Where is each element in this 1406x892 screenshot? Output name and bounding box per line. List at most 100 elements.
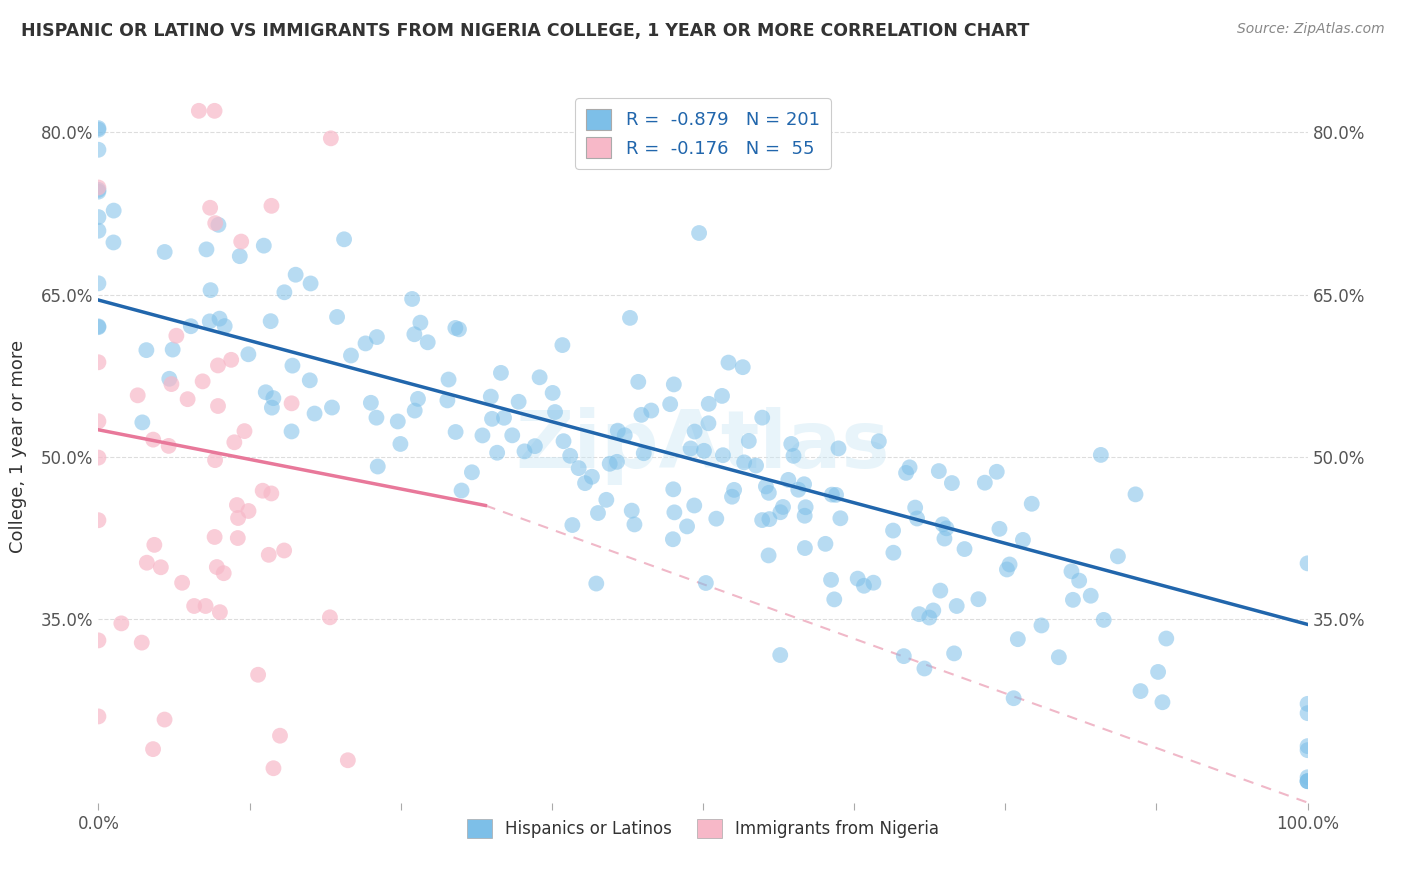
Point xyxy=(183,599,205,613)
Point xyxy=(450,483,472,498)
Point xyxy=(280,396,302,410)
Point xyxy=(998,558,1021,572)
Point xyxy=(87,277,110,291)
Point xyxy=(630,408,652,422)
Point xyxy=(697,417,720,431)
Point xyxy=(586,506,609,520)
Point xyxy=(1047,650,1070,665)
Point xyxy=(219,352,242,367)
Point xyxy=(135,343,157,358)
Point xyxy=(198,201,221,215)
Point xyxy=(827,442,849,456)
Point xyxy=(447,322,470,336)
Point xyxy=(751,513,773,527)
Point xyxy=(1152,695,1174,709)
Point xyxy=(560,449,582,463)
Point xyxy=(1012,533,1035,547)
Point xyxy=(1021,497,1043,511)
Point xyxy=(717,355,740,369)
Point xyxy=(226,511,249,525)
Text: HISPANIC OR LATINO VS IMMIGRANTS FROM NIGERIA COLLEGE, 1 YEAR OR MORE CORRELATIO: HISPANIC OR LATINO VS IMMIGRANTS FROM NI… xyxy=(21,22,1029,40)
Point xyxy=(165,328,187,343)
Point xyxy=(758,486,780,500)
Point xyxy=(110,616,132,631)
Point xyxy=(613,428,636,442)
Point xyxy=(932,517,955,532)
Point xyxy=(437,372,460,386)
Point xyxy=(1296,706,1319,720)
Point xyxy=(131,635,153,649)
Point xyxy=(793,477,815,491)
Point xyxy=(1296,739,1319,753)
Point xyxy=(778,473,800,487)
Point xyxy=(912,661,935,675)
Point xyxy=(967,592,990,607)
Point xyxy=(205,560,228,574)
Point xyxy=(922,603,945,617)
Point xyxy=(894,466,917,480)
Point xyxy=(986,465,1008,479)
Point xyxy=(224,435,246,450)
Point xyxy=(574,476,596,491)
Point xyxy=(1092,613,1115,627)
Point xyxy=(281,359,304,373)
Point xyxy=(711,389,734,403)
Point xyxy=(207,399,229,413)
Point xyxy=(929,583,952,598)
Point xyxy=(87,185,110,199)
Point xyxy=(908,607,931,622)
Point xyxy=(1296,770,1319,784)
Point xyxy=(257,548,280,562)
Point xyxy=(823,592,845,607)
Point xyxy=(1296,557,1319,571)
Point xyxy=(1296,774,1319,789)
Point xyxy=(87,121,110,136)
Point xyxy=(541,385,564,400)
Point xyxy=(214,319,236,334)
Point xyxy=(204,530,226,544)
Point xyxy=(814,537,837,551)
Point xyxy=(187,103,209,118)
Point xyxy=(544,405,567,419)
Point xyxy=(893,649,915,664)
Point xyxy=(200,283,222,297)
Point xyxy=(662,533,685,547)
Point xyxy=(273,285,295,300)
Point xyxy=(585,576,607,591)
Point xyxy=(599,457,621,471)
Point xyxy=(247,667,270,681)
Point xyxy=(1031,618,1053,632)
Point xyxy=(416,335,439,350)
Point xyxy=(659,397,682,411)
Point xyxy=(336,753,359,767)
Point xyxy=(260,401,283,415)
Point xyxy=(207,218,229,232)
Point xyxy=(905,511,928,525)
Point xyxy=(683,425,706,439)
Point xyxy=(751,410,773,425)
Point xyxy=(846,572,869,586)
Point xyxy=(995,562,1018,576)
Point xyxy=(204,453,226,467)
Point xyxy=(231,235,253,249)
Point xyxy=(821,488,844,502)
Point xyxy=(676,519,699,533)
Point xyxy=(934,532,956,546)
Point xyxy=(662,483,685,497)
Point xyxy=(259,314,281,328)
Point xyxy=(233,424,256,438)
Point xyxy=(755,479,778,493)
Point xyxy=(898,460,921,475)
Point xyxy=(620,503,643,517)
Point xyxy=(973,475,995,490)
Point xyxy=(523,439,546,453)
Point xyxy=(360,396,382,410)
Point xyxy=(1060,565,1083,579)
Point xyxy=(208,605,231,619)
Point xyxy=(664,505,686,519)
Point xyxy=(254,385,277,400)
Point xyxy=(238,347,260,361)
Point xyxy=(367,459,389,474)
Point xyxy=(551,338,574,352)
Point xyxy=(273,543,295,558)
